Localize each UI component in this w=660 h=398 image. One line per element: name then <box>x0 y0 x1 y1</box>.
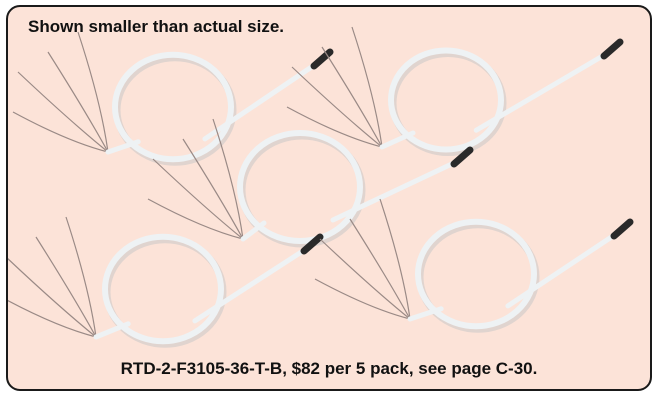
lead-wire <box>152 158 244 240</box>
lead-wire <box>65 216 97 338</box>
cable-coil <box>237 130 363 244</box>
cable-segment <box>240 220 267 242</box>
lead-wire <box>12 111 109 153</box>
lead-wire <box>77 31 109 153</box>
lead-wire <box>8 258 97 338</box>
cable-coil <box>112 51 234 163</box>
lead-wire <box>147 198 244 240</box>
lead-wire <box>47 51 109 153</box>
cable-segment <box>105 139 141 155</box>
rtd-sensor <box>8 216 324 348</box>
rtd-sensor <box>147 118 474 248</box>
probe-tip <box>610 218 634 240</box>
lead-wire <box>291 66 383 148</box>
probe-tip <box>300 233 324 255</box>
rtd-sensor <box>12 31 334 166</box>
rtd-sensors-illustration <box>8 26 634 348</box>
probe-tip <box>310 48 334 70</box>
rtd-sensor <box>286 26 624 156</box>
lead-wire <box>321 46 383 148</box>
lead-wire <box>379 198 411 320</box>
cable-segment <box>192 246 309 324</box>
lead-wire <box>182 138 244 240</box>
lead-wire <box>35 236 97 338</box>
product-info-caption: RTD-2-F3105-36-T-B, $82 per 5 pack, see … <box>120 359 538 378</box>
rtd-sensor <box>314 198 634 333</box>
cable-segment <box>407 306 444 322</box>
cable-segment <box>473 51 609 133</box>
probe-tip <box>450 146 474 168</box>
lead-wire <box>212 118 244 240</box>
lead-wire <box>349 218 411 320</box>
lead-wire <box>286 106 383 148</box>
probe-tip <box>600 38 624 60</box>
cable-segment <box>505 231 619 309</box>
size-note-caption: Shown smaller than actual size. <box>28 17 285 36</box>
cable-segment <box>330 159 459 223</box>
lead-wire <box>351 26 383 148</box>
cable-segment <box>202 61 319 142</box>
cable-coil <box>415 218 537 330</box>
lead-wire <box>8 300 97 338</box>
lead-wire <box>319 238 411 320</box>
cable-segment <box>379 130 416 150</box>
lead-wire <box>314 278 411 320</box>
cable-coil <box>102 233 224 345</box>
lead-wire <box>17 71 109 153</box>
product-image-panel: Shown smaller than actual size. RTD-2-F3… <box>6 5 652 391</box>
cable-coil <box>388 47 504 153</box>
cable-segment <box>93 321 131 340</box>
